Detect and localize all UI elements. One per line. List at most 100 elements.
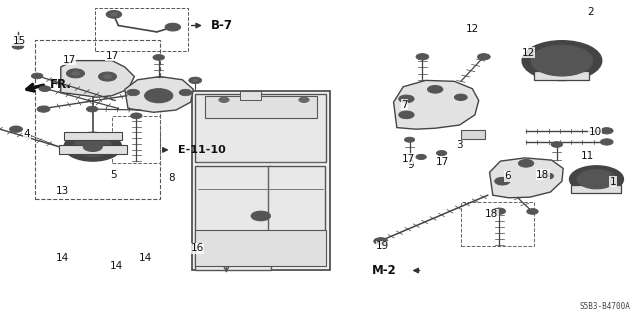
Bar: [195, 94, 326, 162]
Bar: [192, 91, 330, 270]
Text: B-7: B-7: [211, 19, 233, 32]
Circle shape: [165, 23, 180, 31]
Circle shape: [495, 177, 510, 185]
Circle shape: [600, 139, 613, 145]
Text: 2: 2: [588, 7, 594, 17]
Circle shape: [104, 75, 111, 78]
Circle shape: [193, 79, 198, 82]
Circle shape: [551, 142, 563, 147]
Circle shape: [106, 11, 122, 18]
Bar: [35, 40, 160, 199]
Bar: [195, 230, 326, 266]
Circle shape: [86, 106, 98, 112]
Circle shape: [454, 94, 467, 100]
Circle shape: [64, 132, 122, 161]
Circle shape: [552, 56, 572, 65]
Circle shape: [83, 142, 102, 152]
Bar: [534, 71, 589, 80]
Circle shape: [74, 137, 112, 156]
Circle shape: [111, 13, 117, 16]
Text: 1: 1: [610, 177, 616, 187]
Text: 18: 18: [485, 209, 498, 219]
Circle shape: [493, 208, 506, 214]
Text: 15: 15: [13, 36, 26, 46]
Bar: [112, 116, 160, 163]
Circle shape: [577, 170, 616, 189]
Circle shape: [518, 160, 534, 167]
Circle shape: [179, 89, 192, 96]
Circle shape: [477, 54, 490, 60]
Circle shape: [72, 71, 79, 75]
Polygon shape: [394, 80, 479, 129]
Text: 10: 10: [589, 127, 602, 137]
Circle shape: [589, 175, 604, 183]
Circle shape: [399, 95, 414, 103]
Polygon shape: [490, 158, 563, 198]
Text: 6: 6: [504, 171, 511, 181]
Text: 9: 9: [408, 160, 414, 170]
Text: M-2: M-2: [372, 264, 397, 277]
Text: 12: 12: [466, 24, 479, 34]
Text: 17: 17: [402, 154, 415, 164]
Text: 7: 7: [401, 100, 408, 110]
Text: 13: 13: [56, 186, 69, 196]
Circle shape: [219, 97, 229, 102]
Circle shape: [600, 128, 613, 134]
Text: FR.: FR.: [50, 78, 72, 91]
Text: 17: 17: [106, 51, 118, 61]
Bar: [461, 202, 534, 246]
Circle shape: [39, 86, 51, 92]
Text: 14: 14: [110, 261, 123, 271]
Text: 17: 17: [436, 157, 449, 167]
Text: 4: 4: [24, 129, 30, 139]
Circle shape: [99, 72, 116, 81]
Text: 3: 3: [456, 140, 463, 150]
Polygon shape: [61, 61, 134, 97]
Circle shape: [31, 73, 43, 79]
Bar: [64, 132, 122, 140]
Circle shape: [374, 238, 388, 245]
Circle shape: [404, 137, 415, 142]
Bar: [205, 96, 317, 118]
Text: 16: 16: [191, 243, 204, 253]
Circle shape: [189, 77, 202, 84]
Bar: [268, 166, 326, 252]
Circle shape: [522, 41, 602, 80]
Circle shape: [153, 55, 164, 60]
Circle shape: [67, 69, 84, 78]
Circle shape: [527, 209, 538, 214]
Text: 12: 12: [522, 48, 534, 58]
Circle shape: [570, 166, 623, 193]
Polygon shape: [125, 77, 193, 112]
Text: S5B3-B4700A: S5B3-B4700A: [580, 302, 630, 311]
Circle shape: [10, 126, 22, 132]
Bar: [571, 185, 621, 193]
Bar: [240, 91, 261, 100]
Circle shape: [37, 106, 50, 112]
Circle shape: [299, 97, 309, 102]
Bar: [95, 8, 188, 51]
Circle shape: [428, 85, 443, 93]
Bar: [59, 145, 127, 154]
Bar: [461, 130, 485, 139]
Text: 18: 18: [536, 170, 549, 180]
Circle shape: [152, 93, 165, 99]
Text: 19: 19: [376, 241, 389, 251]
Text: 8: 8: [168, 173, 175, 183]
Circle shape: [541, 173, 554, 179]
Circle shape: [416, 154, 426, 160]
Text: 14: 14: [56, 253, 69, 263]
Circle shape: [131, 113, 142, 119]
Text: 17: 17: [63, 55, 76, 65]
Circle shape: [436, 151, 447, 156]
Text: 5: 5: [111, 170, 117, 180]
Circle shape: [127, 89, 140, 96]
Circle shape: [416, 54, 429, 60]
Circle shape: [12, 43, 24, 49]
Circle shape: [145, 89, 173, 103]
Circle shape: [399, 111, 414, 119]
Circle shape: [531, 45, 593, 76]
Text: 14: 14: [140, 253, 152, 263]
Circle shape: [251, 211, 270, 221]
Bar: [195, 166, 271, 270]
